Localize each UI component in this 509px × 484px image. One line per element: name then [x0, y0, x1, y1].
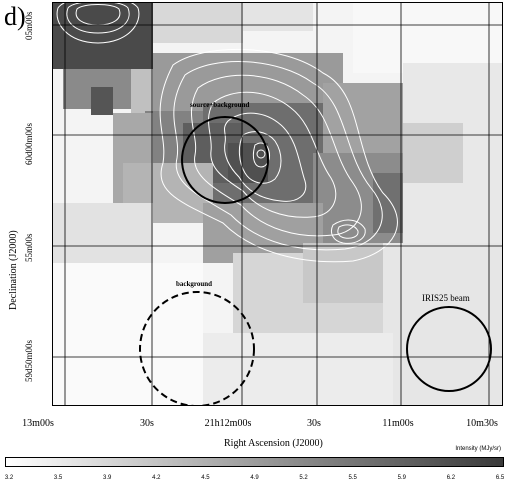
colorbar-tick-label: 4.5 [201, 475, 210, 481]
colorbar-tick-label: 5.9 [397, 475, 406, 481]
coordinate-grid [53, 3, 502, 405]
colorbar-tick-label: 4.9 [250, 475, 259, 481]
source-annotation: source+background [190, 101, 250, 109]
background-aperture-circle [139, 291, 255, 405]
x-tick-label: 30s [307, 418, 321, 429]
colorbar-tick-label: 3.2 [4, 475, 14, 481]
intensity-pixels [53, 3, 502, 405]
colorbar-tick-label: 4.2 [152, 475, 161, 481]
y-tick-label: 59d50m00s [24, 339, 34, 382]
source-aperture-circle [181, 116, 269, 204]
x-tick-label: 11m00s [382, 418, 414, 429]
y-tick-label: 60d00m00s [24, 122, 34, 165]
beam-circle [406, 306, 492, 392]
colorbar [5, 457, 504, 467]
colorbar-tick-label: 5.5 [348, 475, 357, 481]
y-axis-label: Declination (J2000) [8, 230, 19, 310]
x-axis-label: Right Ascension (J2000) [224, 438, 323, 449]
colorbar-tick-label: 6.2 [446, 475, 456, 481]
colorbar-tick-label: 6.5 [495, 475, 505, 481]
x-tick-label: 13m00s [22, 418, 54, 429]
colorbar-tick-label: 3.9 [103, 475, 112, 481]
intensity-map [52, 2, 503, 406]
beam-annotation: IRIS25 beam [422, 293, 470, 303]
colorbar-title: Intensity (MJy/sr) [455, 446, 501, 452]
x-tick-label: 10m30s [466, 418, 498, 429]
colorbar-tick-label: 5.2 [299, 475, 308, 481]
background-annotation: background [176, 280, 213, 288]
colorbar-tick-label: 3.5 [53, 475, 63, 481]
x-tick-label: 21h12m00s [204, 418, 252, 429]
y-tick-label: 05m00s [24, 11, 34, 40]
x-tick-label: 30s [140, 418, 154, 429]
intensity-map-image [53, 3, 502, 405]
y-tick-label: 55m00s [24, 233, 34, 262]
panel-label: d) [4, 2, 26, 31]
